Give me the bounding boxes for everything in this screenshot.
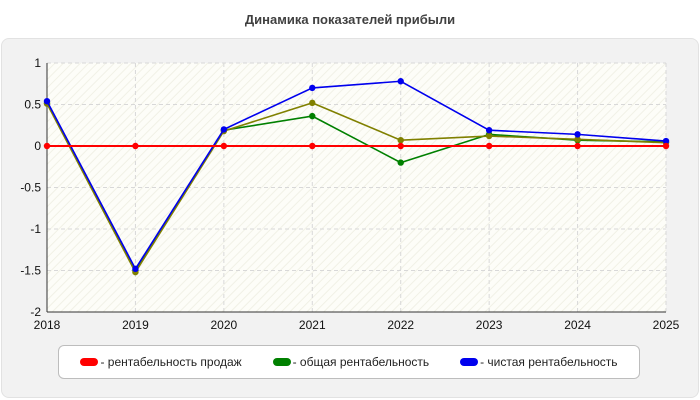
x-tick-label: 2020 [211, 318, 238, 332]
x-tick-label: 2024 [564, 318, 591, 332]
data-point-0 [397, 142, 404, 150]
data-point-2 [662, 137, 670, 145]
x-tick-label: 2018 [34, 318, 61, 332]
data-point-0 [485, 142, 493, 150]
data-point-1 [309, 112, 316, 120]
data-point-2 [132, 265, 139, 273]
data-point-2 [574, 131, 581, 138]
data-point-2 [309, 84, 316, 92]
series-line-2 [46, 80, 667, 271]
data-point-0 [309, 142, 316, 150]
legend-item-net-profitability[interactable]: - чистая рентабельность [460, 355, 618, 369]
x-tick-label: 2022 [387, 318, 414, 332]
legend-swatch-green [272, 358, 291, 366]
series-line-3 [46, 101, 667, 274]
data-point-3 [485, 132, 493, 140]
data-point-2 [43, 97, 51, 105]
data-point-2 [220, 126, 228, 133]
legend-label: - рентабельность продаж [100, 355, 242, 369]
data-point-3 [574, 136, 581, 143]
data-point-0 [132, 142, 139, 150]
legend-item-total-profitability[interactable]: - общая рентабельность [272, 355, 430, 369]
y-tick-label: -2 [30, 305, 41, 319]
legend-label: - чистая рентабельность [480, 355, 618, 369]
x-tick-label: 2021 [299, 318, 326, 332]
y-tick-label: 0 [34, 139, 41, 153]
data-point-0 [662, 142, 670, 150]
data-point-0 [43, 142, 51, 150]
data-point-3 [309, 99, 316, 107]
chart-panel: 1 0.5 0 -0.5 -1 -1.5 -2 2018 2019 2020 2021 2022 202… [1, 38, 699, 398]
legend-label: - общая рентабельность [292, 355, 430, 369]
data-point-2 [485, 127, 493, 134]
legend-swatch-blue [460, 358, 479, 366]
y-tick-label: -1 [30, 222, 41, 236]
data-point-1 [397, 159, 404, 166]
y-tick-label: 0.5 [24, 98, 41, 112]
data-point-2 [397, 78, 404, 85]
x-tick-label: 2025 [653, 318, 680, 332]
legend-item-sales-profitability[interactable]: - рентабельность продаж [80, 355, 242, 369]
legend-swatch-red [80, 358, 99, 366]
x-tick-label: 2023 [476, 318, 503, 332]
y-tick-label: 1 [34, 56, 41, 70]
data-point-0 [220, 142, 228, 150]
chart-title: Динамика показателей прибыли [244, 12, 456, 27]
data-point-0 [574, 142, 581, 150]
legend: - рентабельность продаж - общая рентабел… [58, 345, 640, 379]
data-point-3 [397, 136, 404, 144]
y-tick-label: -0.5 [20, 181, 41, 195]
y-tick-label: -1.5 [20, 264, 41, 278]
x-tick-label: 2019 [122, 318, 149, 332]
